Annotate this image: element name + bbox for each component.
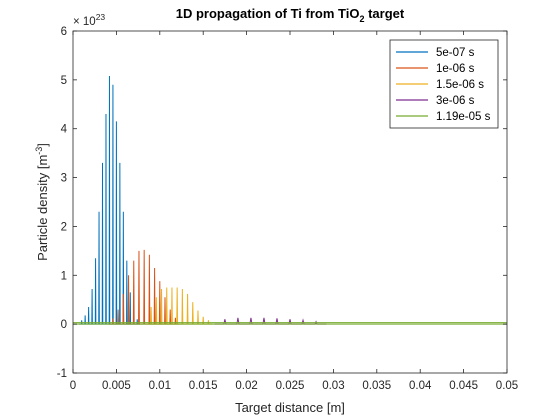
legend-entry: 1e-06 s	[436, 63, 475, 75]
series-layer	[73, 75, 507, 325]
x-tick-label: 0.05	[496, 380, 518, 392]
x-tick-label: 0.015	[189, 380, 218, 392]
y-tick-label: 5	[61, 75, 67, 87]
y-tick-label: 6	[61, 26, 67, 38]
y-tick-label: -1	[57, 368, 67, 380]
y-exponent-label: × 1023	[73, 12, 105, 28]
y-tick-label: 2	[61, 221, 67, 233]
y-tick-label: 3	[61, 173, 67, 185]
x-axis-label: Target distance [m]	[235, 400, 345, 415]
x-tick-label: 0.03	[322, 380, 344, 392]
y-tick-label: 0	[61, 319, 67, 331]
x-tick-label: 0.02	[235, 380, 257, 392]
x-tick-label: 0.04	[409, 380, 432, 392]
tick-layer: 0 0.005 0.01 0.015 0.02 0.025 0.03 0.035 0.04 0.0…	[57, 26, 518, 392]
legend: 5e-07 s 1e-06 s 1.5e-06 s 3e-06 s 1.19e-05 s	[389, 39, 499, 129]
x-tick-label: 0.01	[149, 380, 171, 392]
legend-entry: 3e-06 s	[436, 95, 475, 107]
legend-entry: 1.19e-05 s	[436, 111, 491, 123]
x-tick-label: 0.005	[102, 380, 131, 392]
x-tick-label: 0.045	[449, 380, 478, 392]
chart-title: 1D propagation of Ti from TiO2 target	[176, 6, 405, 24]
series-1	[78, 75, 141, 325]
x-tick-label: 0	[70, 380, 76, 392]
legend-entry: 1.5e-06 s	[436, 79, 484, 91]
y-tick-label: 4	[61, 124, 68, 136]
x-tick-label: 0.025	[276, 380, 305, 392]
x-tick-label: 0.035	[362, 380, 391, 392]
legend-entry: 5e-07 s	[436, 47, 475, 59]
y-tick-label: 1	[61, 270, 67, 282]
y-axis-label: Particle density [m-3]	[34, 143, 50, 261]
